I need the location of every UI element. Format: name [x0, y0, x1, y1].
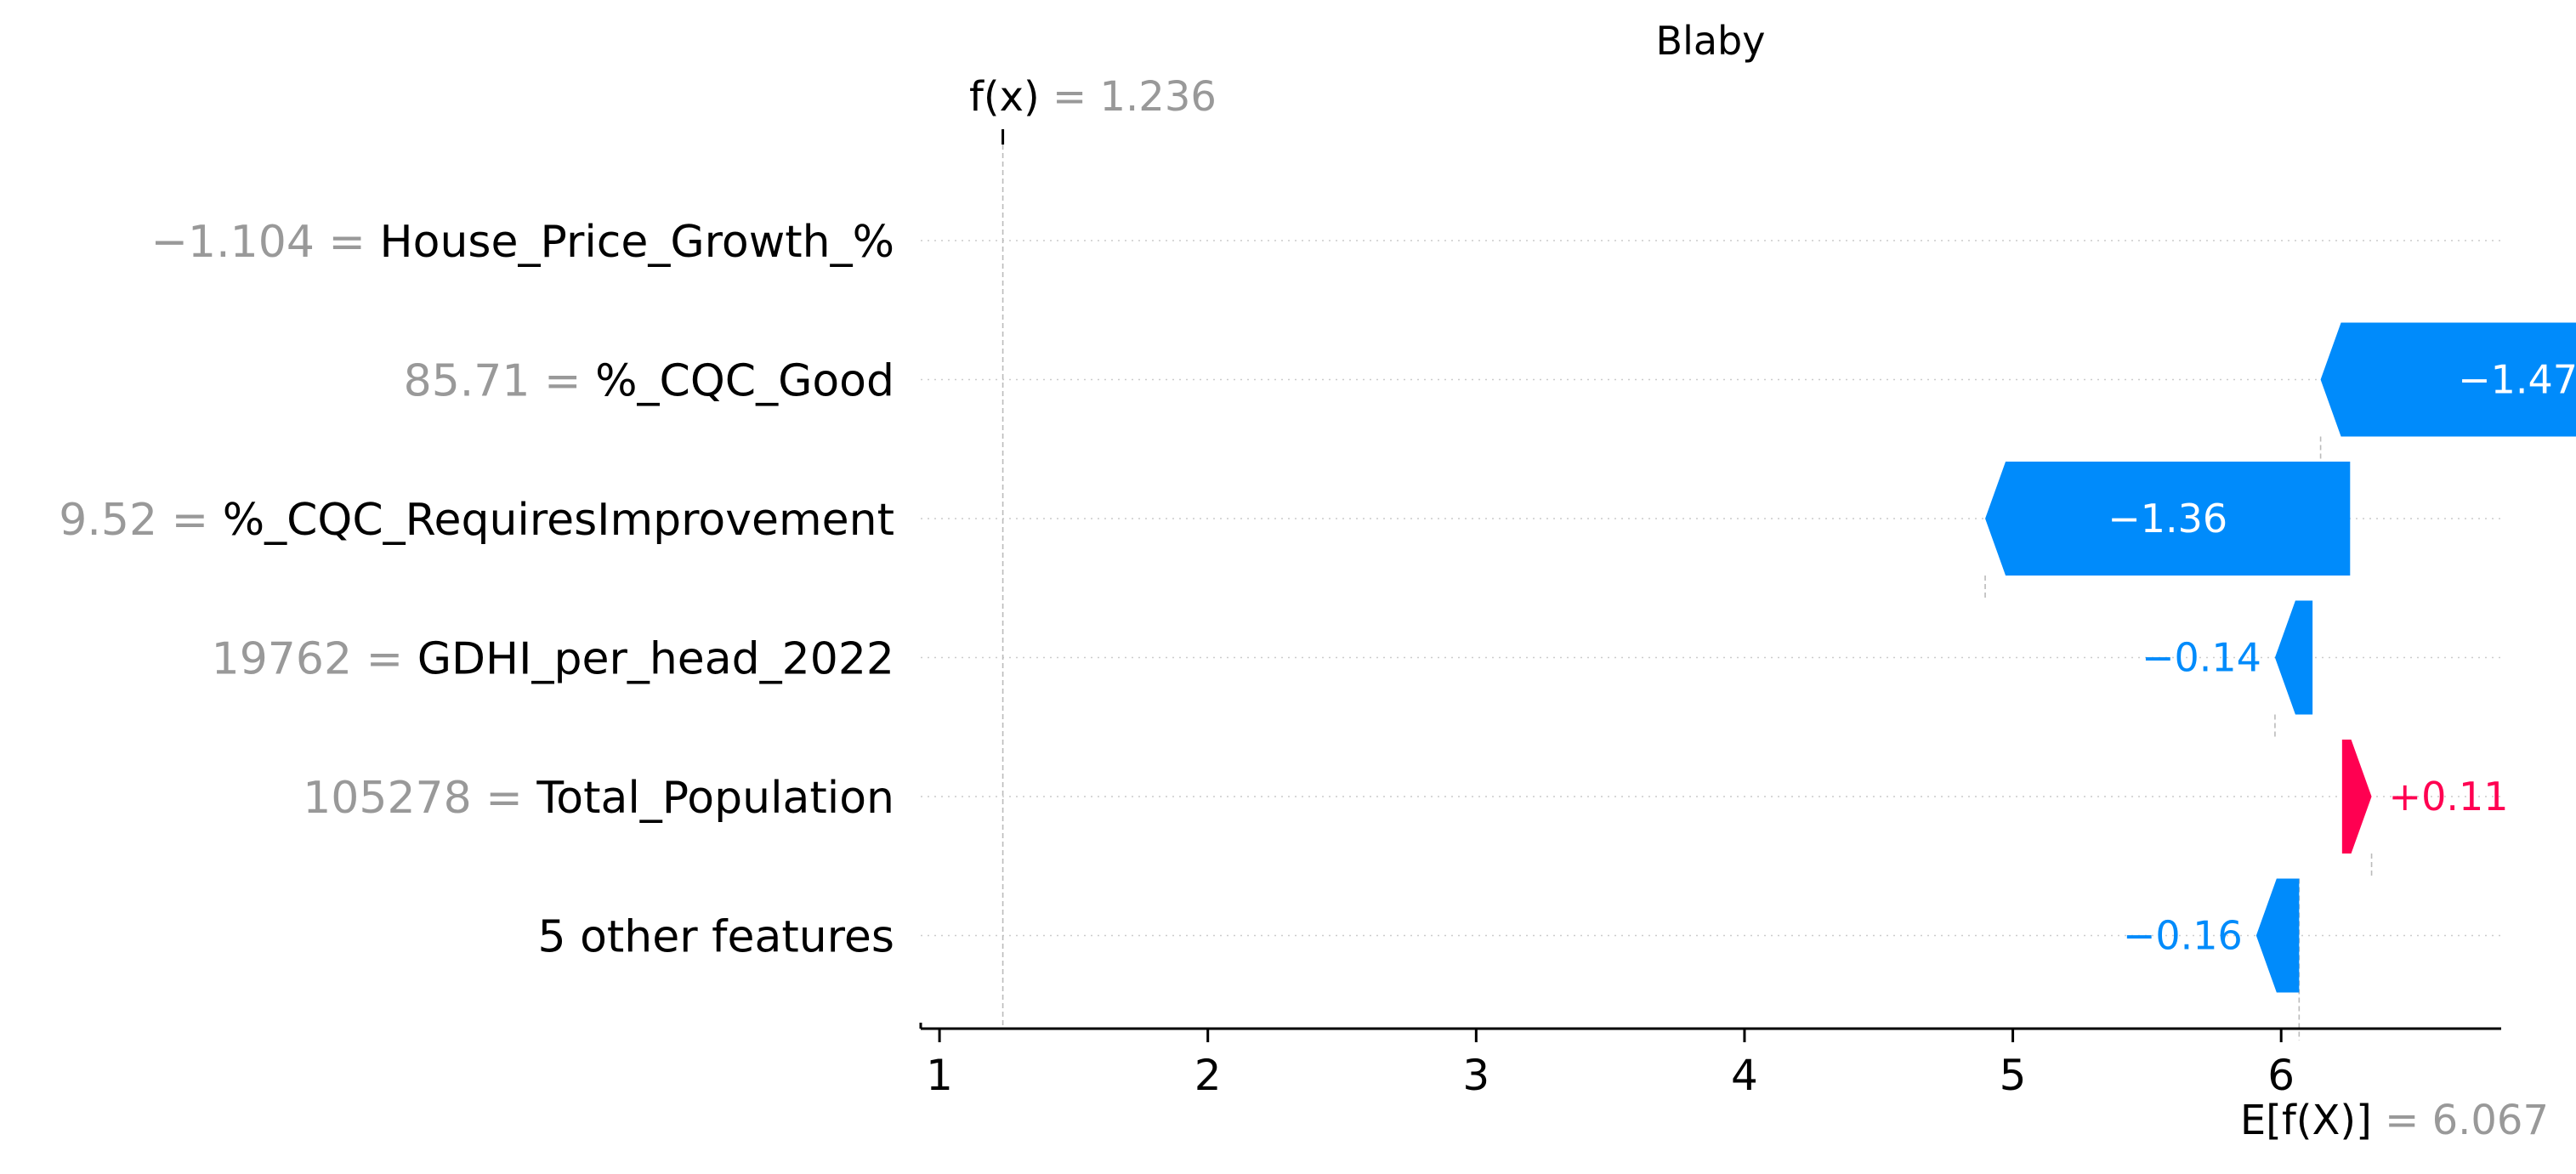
x-tick-label: 6 — [2267, 1051, 2295, 1100]
bar-4 — [2274, 600, 2313, 715]
feature-label: 105278 = Total_Population — [303, 773, 894, 824]
bar-2 — [2320, 322, 2576, 437]
x-tick-label: 1 — [926, 1051, 953, 1100]
feature-label: 9.52 = %_CQC_RequiresImprovement — [59, 495, 894, 546]
output-value-label: f(x) = 1.236 — [969, 73, 1217, 121]
bar-value-label: −0.16 — [2123, 913, 2243, 959]
x-tick-label: 5 — [2000, 1051, 2027, 1100]
bar-3 — [1985, 462, 2351, 576]
x-tick-label: 4 — [1731, 1051, 1758, 1100]
bar-value-label: −1.36 — [2108, 496, 2227, 542]
x-tick-label: 3 — [1462, 1051, 1489, 1100]
bar-value-label: −0.14 — [2142, 635, 2261, 681]
bar-value-label: +0.11 — [2389, 774, 2509, 820]
feature-label: 19762 = GDHI_per_head_2022 — [212, 634, 894, 685]
feature-label: −1.104 = House_Price_Growth_% — [150, 217, 894, 268]
feature-label: 85.71 = %_CQC_Good — [404, 356, 894, 407]
base-value-label: E[f(X)] = 6.067 — [2240, 1097, 2549, 1144]
feature-label: 5 other features — [537, 912, 894, 963]
chart-title: Blaby — [1656, 18, 1766, 64]
bar-6 — [2255, 878, 2300, 993]
x-tick-label: 2 — [1194, 1051, 1222, 1100]
bar-value-label: −1.47 — [2458, 357, 2576, 403]
bar-5 — [2341, 740, 2372, 854]
